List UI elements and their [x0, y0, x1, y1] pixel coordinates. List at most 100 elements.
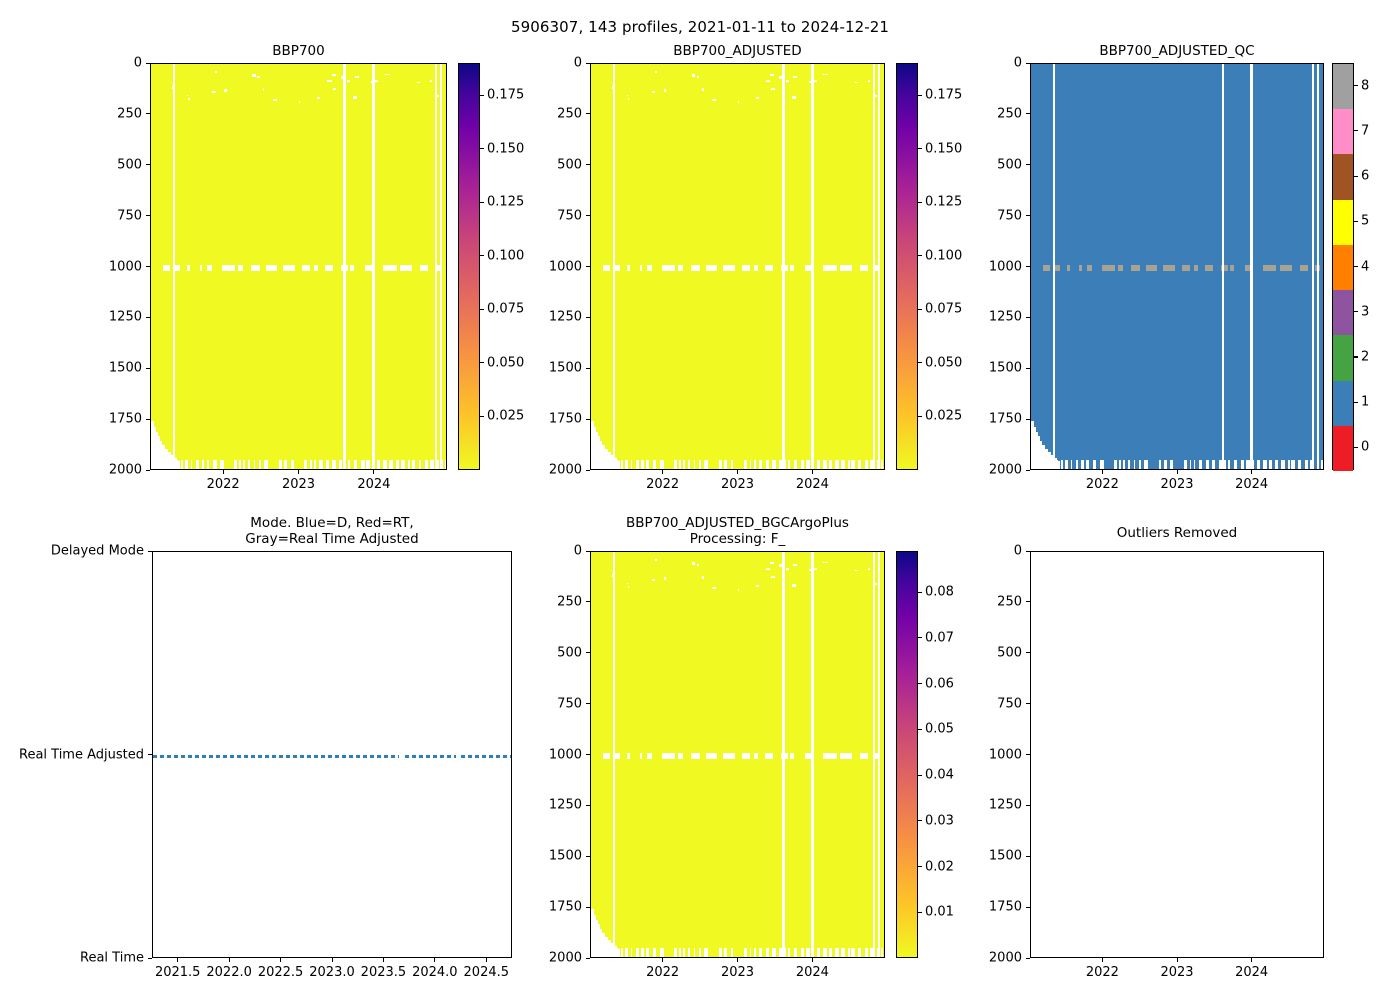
ytick-label-2000: 2000: [988, 462, 1022, 478]
qc-swatch-2: [1333, 335, 1353, 381]
heatmap-bottom-tooth: [758, 460, 763, 469]
heatmap-bottom-tooth: [778, 460, 782, 469]
heatmap-band-1000-segment: [839, 264, 852, 271]
heatmap-stair-step-2: [154, 431, 158, 469]
heatmap-stair-step-4: [599, 440, 603, 469]
xtick-mark: [737, 470, 739, 474]
ytick-mark: [585, 266, 590, 268]
qc-swatch-0: [1333, 425, 1353, 471]
heatmap-profile-gap-1: [1221, 64, 1225, 469]
ytick-mark: [1025, 113, 1030, 115]
heatmap-bottom-tooth: [1064, 460, 1068, 469]
cbar-tick-label-0.150: 0.150: [925, 141, 963, 157]
heatmap-bottom-tooth: [1252, 460, 1255, 469]
heatmap-stair-step-5: [601, 444, 606, 469]
ytick-mark: [585, 906, 590, 908]
cbar-tick-label-0.06: 0.06: [925, 676, 954, 692]
panel-bbp700[interactable]: [150, 63, 447, 470]
heatmap-band-1000-segment: [349, 264, 355, 271]
heatmap-speck: [823, 561, 828, 564]
heatmap-band-1000-segment: [206, 264, 213, 271]
mode-xtick-mark: [177, 958, 179, 962]
heatmap-bottom-tooth: [206, 460, 210, 469]
heatmap-bottom-tooth: [360, 460, 365, 469]
heatmap-band-1000-segment: [804, 264, 814, 271]
ytick-label-1250: 1250: [548, 309, 582, 325]
qc-cbar-tick-label-4: 4: [1361, 259, 1370, 274]
mode-xtick-mark: [434, 958, 436, 962]
heatmap-bottom-tooth: [1144, 460, 1148, 469]
heatmap-band-1000-segment: [627, 752, 631, 759]
heatmap-bottom-tooth: [318, 460, 323, 469]
mode-ytick-mark: [147, 550, 152, 552]
cbar-tick-mark: [918, 911, 922, 913]
heatmap-bottom-tooth: [290, 460, 294, 469]
heatmap-speck: [354, 75, 359, 79]
heatmap-bottom-tooth: [784, 948, 786, 957]
heatmap-stair-step-8: [609, 455, 614, 469]
panel-outliers-removed[interactable]: [1030, 551, 1324, 958]
heatmap-stair-step-6: [604, 448, 608, 469]
qc-cbar-tick-label-3: 3: [1361, 304, 1370, 320]
ytick-label-1750: 1750: [988, 411, 1022, 427]
colorbar-bgcargoplus[interactable]: [896, 551, 918, 958]
ytick-mark: [1025, 855, 1030, 857]
heatmap-stair-step-0: [591, 420, 594, 469]
heatmap-speck: [340, 76, 346, 79]
ytick-label-250: 250: [557, 594, 582, 610]
heatmap-stair-step-1: [1032, 426, 1036, 469]
heatmap-bottom-tooth: [858, 460, 862, 469]
ytick-label-1250: 1250: [548, 797, 582, 813]
heatmap-speck: [172, 86, 174, 89]
heatmap-bottom-tooth: [325, 460, 329, 469]
heatmap-bottom-tooth: [264, 460, 268, 469]
heatmap-speck: [691, 562, 696, 565]
ytick-label-750: 750: [997, 696, 1022, 712]
ytick-mark: [585, 754, 590, 756]
panel-bbp700-adjusted-qc[interactable]: [1030, 63, 1324, 470]
ytick-label-750: 750: [117, 208, 142, 224]
heatmap-speck: [712, 98, 717, 101]
heatmap-band-1000-segment: [677, 264, 683, 271]
mode-xtick-label-2021.5: 2021.5: [154, 965, 201, 980]
heatmap-bbp700-adjusted: [591, 64, 884, 469]
heatmap-bottom-tooth: [723, 948, 727, 957]
heatmap-bottom-tooth: [395, 460, 399, 469]
panel-bbp700-adjusted[interactable]: [590, 63, 885, 470]
ytick-label-750: 750: [557, 208, 582, 224]
heatmap-stair-step-3: [596, 924, 601, 957]
ytick-mark: [145, 164, 150, 166]
heatmap-bottom-tooth: [425, 460, 429, 469]
cbar-tick-label-0.03: 0.03: [925, 813, 954, 829]
heatmap-bottom-tooth: [408, 460, 410, 469]
ytick-mark: [585, 316, 590, 318]
heatmap-bottom-tooth: [616, 460, 619, 469]
heatmap-stair-step-1: [592, 426, 596, 469]
heatmap-band-1000-segment: [324, 264, 334, 271]
cbar-tick-mark: [918, 415, 922, 418]
heatmap-bottom-tooth: [616, 948, 619, 957]
panel-bbp700-adjusted-bgcargoplus[interactable]: [590, 551, 885, 958]
heatmap-speck: [353, 96, 358, 99]
mode-xtick-mark: [280, 958, 282, 962]
colorbar-bbp700-adjusted[interactable]: [896, 63, 918, 470]
xtick-label-2024: 2024: [1235, 965, 1269, 980]
cbar-tick-mark: [918, 201, 922, 203]
colorbar-bbp700[interactable]: [458, 63, 480, 470]
heatmap-bottom-tooth: [1304, 460, 1309, 469]
panel-mode[interactable]: [152, 551, 512, 958]
colorbar-qc[interactable]: [1332, 63, 1354, 471]
ytick-label-0: 0: [133, 55, 142, 71]
heatmap-speck: [430, 80, 432, 83]
heatmap-band-1000-segment: [1220, 264, 1229, 271]
heatmap-bottom-tooth: [201, 460, 205, 469]
ytick-mark: [585, 469, 590, 471]
ytick-mark: [585, 550, 590, 552]
heatmap-bottom-tooth: [816, 948, 821, 957]
cbar-tick-mark: [918, 362, 922, 364]
cbar-tick-mark: [918, 591, 922, 593]
heatmap-speck: [765, 568, 771, 570]
heatmap-stair-step-6: [164, 448, 168, 469]
heatmap-band-1000-segment: [706, 752, 717, 759]
